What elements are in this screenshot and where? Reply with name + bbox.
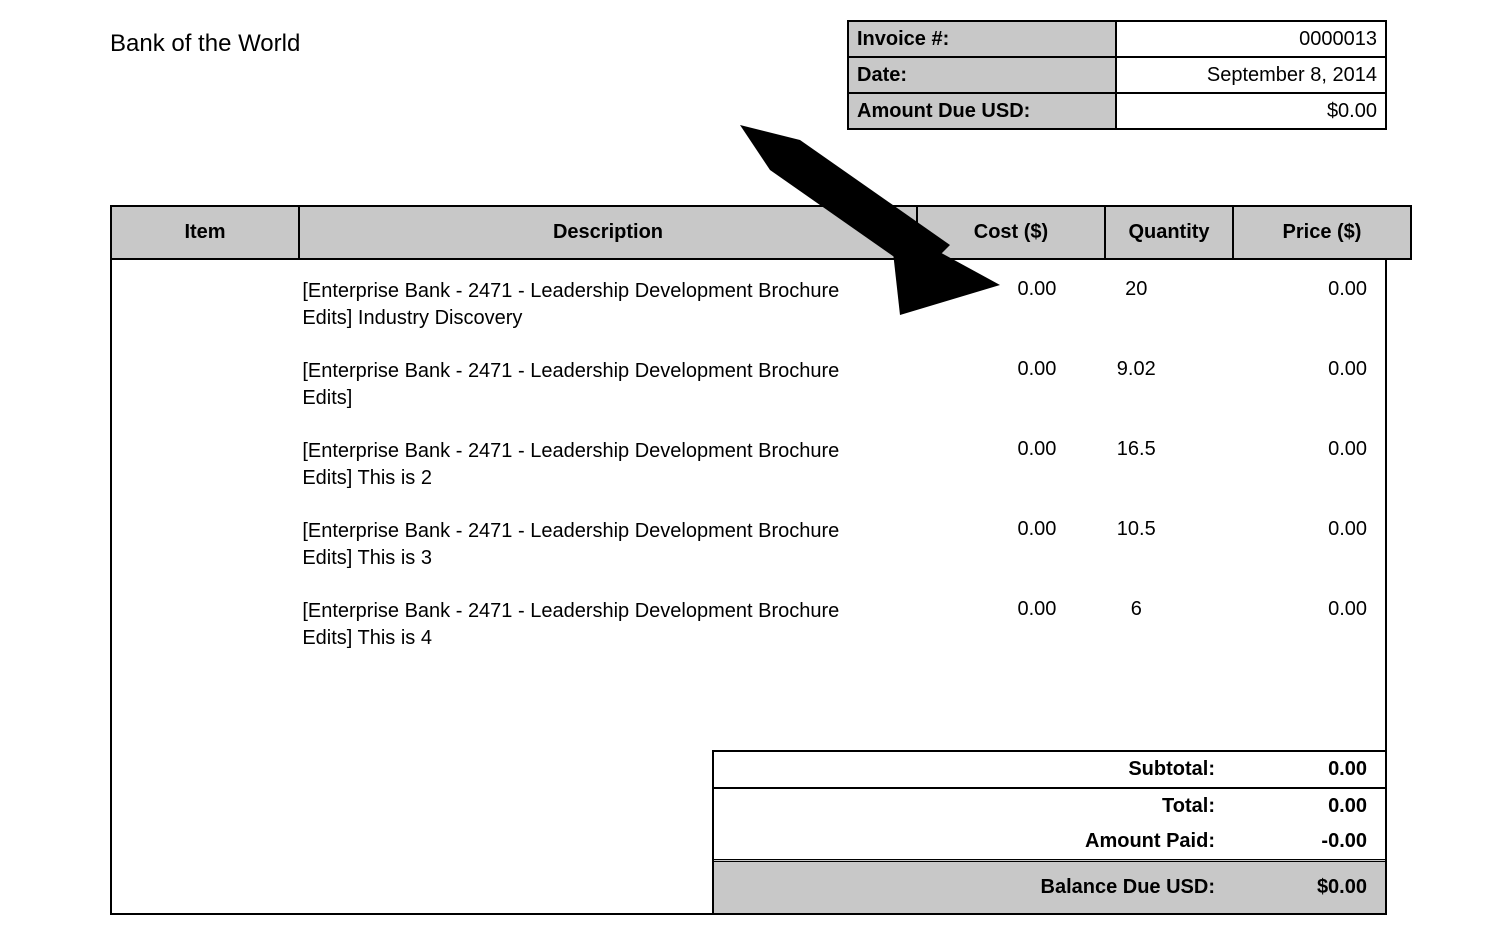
totals-section: Subtotal: 0.00 Total: 0.00 Amount Paid: … <box>110 750 1387 915</box>
invoice-meta-table: Invoice #: 0000013 Date: September 8, 20… <box>847 20 1387 130</box>
line-item-quantity: 9.02 <box>1074 358 1198 412</box>
line-items-header: Item Description Cost ($) Quantity Price… <box>110 205 1412 260</box>
paid-value: -0.00 <box>1225 830 1367 853</box>
line-item-item <box>112 518 292 572</box>
line-item-row: [Enterprise Bank - 2471 - Leadership Dev… <box>112 590 1385 670</box>
total-value: 0.00 <box>1225 795 1367 818</box>
line-item-quantity: 20 <box>1074 278 1198 332</box>
paid-label: Amount Paid: <box>724 830 1225 853</box>
line-item-price: 0.00 <box>1198 278 1385 332</box>
line-item-quantity: 16.5 <box>1074 438 1198 492</box>
line-item-price: 0.00 <box>1198 598 1385 652</box>
line-item-row: [Enterprise Bank - 2471 - Leadership Dev… <box>112 510 1385 590</box>
meta-label-invoice: Invoice #: <box>848 21 1116 57</box>
col-header-item: Item <box>111 206 299 259</box>
line-item-description: [Enterprise Bank - 2471 - Leadership Dev… <box>292 278 878 332</box>
meta-row-date: Date: September 8, 2014 <box>848 57 1386 93</box>
line-item-price: 0.00 <box>1198 438 1385 492</box>
line-item-item <box>112 598 292 652</box>
meta-label-amount-due: Amount Due USD: <box>848 93 1116 129</box>
invoice-header: Bank of the World Invoice #: 0000013 Dat… <box>110 20 1387 130</box>
balance-value: $0.00 <box>1225 876 1367 899</box>
meta-value-amount-due: $0.00 <box>1116 93 1386 129</box>
line-item-quantity: 6 <box>1074 598 1198 652</box>
line-item-cost: 0.00 <box>878 438 1074 492</box>
line-item-cost: 0.00 <box>878 518 1074 572</box>
line-item-row: [Enterprise Bank - 2471 - Leadership Dev… <box>112 350 1385 430</box>
line-item-cost: 0.00 <box>878 598 1074 652</box>
totals-row-paid: Amount Paid: -0.00 <box>714 824 1385 859</box>
line-item-price: 0.00 <box>1198 518 1385 572</box>
meta-value-date: September 8, 2014 <box>1116 57 1386 93</box>
col-header-quantity: Quantity <box>1105 206 1233 259</box>
line-item-row: [Enterprise Bank - 2471 - Leadership Dev… <box>112 430 1385 510</box>
line-items-body: [Enterprise Bank - 2471 - Leadership Dev… <box>110 260 1387 750</box>
line-item-description: [Enterprise Bank - 2471 - Leadership Dev… <box>292 438 878 492</box>
col-header-description: Description <box>299 206 917 259</box>
col-header-price: Price ($) <box>1233 206 1411 259</box>
line-item-price: 0.00 <box>1198 358 1385 412</box>
line-item-description: [Enterprise Bank - 2471 - Leadership Dev… <box>292 598 878 652</box>
line-item-row: [Enterprise Bank - 2471 - Leadership Dev… <box>112 270 1385 350</box>
meta-row-amount-due: Amount Due USD: $0.00 <box>848 93 1386 129</box>
meta-label-date: Date: <box>848 57 1116 93</box>
totals-row-subtotal: Subtotal: 0.00 <box>714 752 1385 787</box>
total-label: Total: <box>724 795 1225 818</box>
meta-row-invoice: Invoice #: 0000013 <box>848 21 1386 57</box>
totals-spacer <box>110 750 712 915</box>
company-name: Bank of the World <box>110 20 300 58</box>
meta-value-invoice: 0000013 <box>1116 21 1386 57</box>
balance-label: Balance Due USD: <box>724 876 1225 899</box>
totals-row-balance: Balance Due USD: $0.00 <box>714 859 1385 913</box>
line-item-cost: 0.00 <box>878 278 1074 332</box>
line-item-item <box>112 278 292 332</box>
line-item-quantity: 10.5 <box>1074 518 1198 572</box>
totals-row-total: Total: 0.00 <box>714 787 1385 824</box>
totals-box: Subtotal: 0.00 Total: 0.00 Amount Paid: … <box>712 750 1387 915</box>
subtotal-value: 0.00 <box>1225 758 1367 781</box>
subtotal-label: Subtotal: <box>724 758 1225 781</box>
line-item-item <box>112 358 292 412</box>
col-header-cost: Cost ($) <box>917 206 1105 259</box>
line-item-cost: 0.00 <box>878 358 1074 412</box>
line-item-description: [Enterprise Bank - 2471 - Leadership Dev… <box>292 358 878 412</box>
line-item-description: [Enterprise Bank - 2471 - Leadership Dev… <box>292 518 878 572</box>
line-item-item <box>112 438 292 492</box>
